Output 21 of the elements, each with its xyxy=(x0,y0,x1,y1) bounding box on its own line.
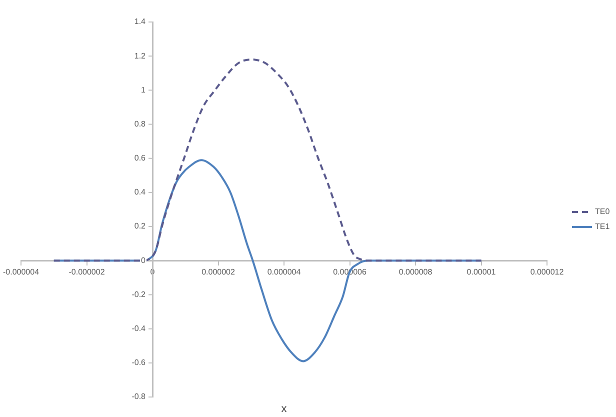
y-tick-label: -0.6 xyxy=(132,358,146,368)
x-tick-label: 0.000008 xyxy=(398,268,433,277)
y-tick-label: 0.6 xyxy=(134,154,146,163)
y-tick-label: 0.4 xyxy=(134,188,146,197)
x-tick-label: 0.000004 xyxy=(267,268,302,277)
y-tick-label: 1.4 xyxy=(134,17,146,26)
x-tick-label: 0.00001 xyxy=(466,268,496,277)
y-tick-label: 0.8 xyxy=(134,119,146,128)
y-tick-label: 1.2 xyxy=(134,51,146,60)
y-tick-label: -0.4 xyxy=(132,324,146,334)
y-tick-label: -0.8 xyxy=(132,392,146,402)
legend-label: TE1 xyxy=(595,222,610,232)
y-tick-label: -0.2 xyxy=(132,290,146,299)
legend-label: TE0 xyxy=(595,207,610,216)
y-tick-label: 1 xyxy=(141,85,146,94)
x-tick-label: -0.000002 xyxy=(68,268,106,277)
x-axis-title: x xyxy=(281,403,288,416)
x-tick-label: 0.000012 xyxy=(530,268,564,277)
y-tick-label: 0.2 xyxy=(134,222,146,231)
x-tick-label: 0.000002 xyxy=(202,268,236,277)
x-tick-label: -0.000004 xyxy=(3,268,40,277)
